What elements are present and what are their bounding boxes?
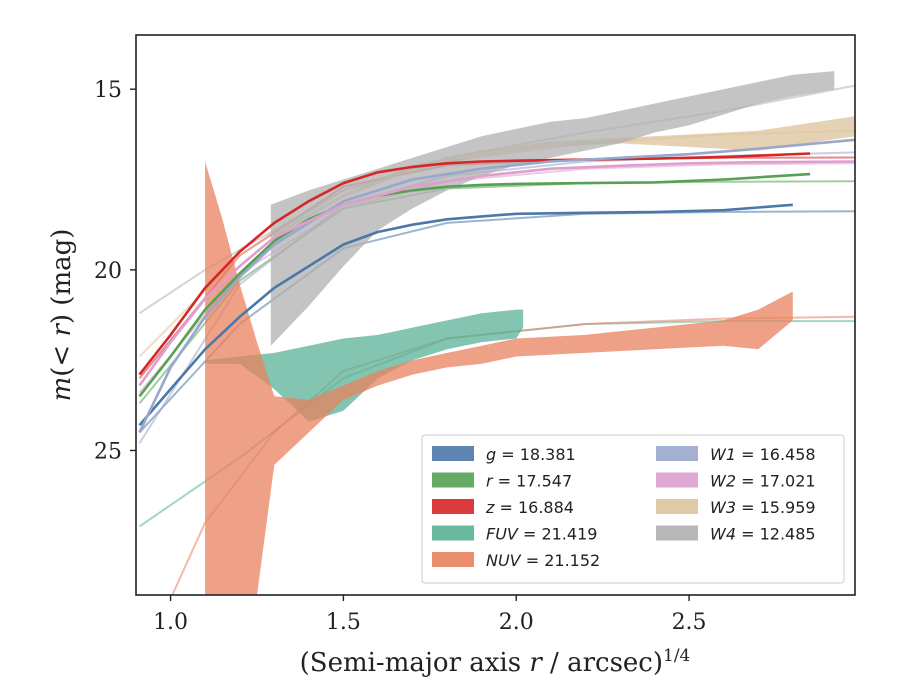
line-r <box>138 172 811 398</box>
band-w4 <box>270 71 835 346</box>
band-w3 <box>274 116 855 238</box>
legend-swatch-r <box>432 472 474 488</box>
y-tick-label: 15 <box>94 78 122 103</box>
line-w2 <box>138 160 855 387</box>
legend-swatch-g <box>432 446 474 461</box>
data-bands <box>205 71 855 595</box>
plot-frame <box>135 34 856 596</box>
y-axis-label: m(< r) (mag) <box>47 229 77 402</box>
legend-swatch-w2 <box>656 472 698 488</box>
y-tick-label: 25 <box>94 439 122 464</box>
legend-label-w4: W4 = 12.485 <box>710 525 816 544</box>
x-axis-label: (Semi-major axis r / arcsec)1/4 <box>300 646 691 678</box>
legend-label-r: r = 17.547 <box>486 472 572 491</box>
legend-swatch-w3 <box>656 499 698 514</box>
legend-swatch-w1 <box>656 446 698 461</box>
legend-label-fuv: FUV = 21.419 <box>486 525 597 544</box>
x-tick-label: 2.5 <box>672 610 707 635</box>
legend-swatch-w4 <box>656 525 698 541</box>
legend: g = 18.381 r = 17.547 z = 16.884 FUV = 21.4… <box>421 434 845 584</box>
band-fuv <box>205 309 524 422</box>
legend-label-z: z = 16.884 <box>485 498 574 517</box>
x-tick-label: 2.0 <box>499 610 534 635</box>
legend-label-w1: W1 = 16.458 <box>710 445 816 464</box>
line-g <box>138 203 793 427</box>
legend-swatch-nuv <box>432 552 474 567</box>
axis-ticks: 1.0 1.5 2.0 2.5 15 20 25 <box>94 78 707 635</box>
line-w1 <box>138 138 855 433</box>
legend-label-nuv: NUV = 21.152 <box>486 551 600 570</box>
legend-label-w3: W3 = 15.959 <box>710 498 816 517</box>
x-tick-label: 1.0 <box>153 610 188 635</box>
y-tick-label: 20 <box>94 259 122 284</box>
line-z <box>138 152 811 376</box>
legend-swatch-z <box>432 499 474 514</box>
data-lines <box>138 138 855 433</box>
legend-frame <box>421 434 845 584</box>
legend-label-g: g = 18.381 <box>486 445 576 464</box>
legend-label-w2: W2 = 17.021 <box>710 472 816 491</box>
x-tick-label: 1.5 <box>326 610 361 635</box>
legend-swatch-fuv <box>432 525 474 541</box>
